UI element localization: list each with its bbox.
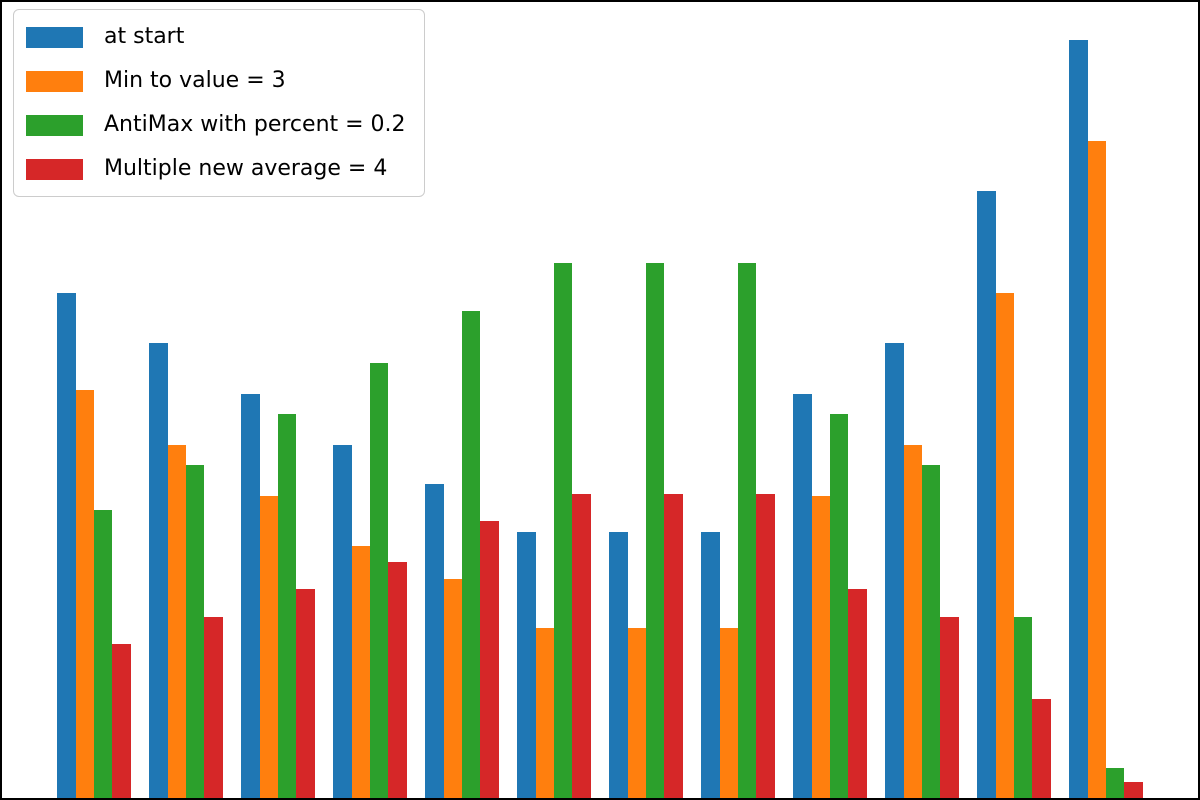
bar-antimax-with-percent-0-2-g7 <box>646 263 665 798</box>
bar-at-start-g7 <box>609 532 628 798</box>
bar-at-start-g1 <box>57 292 76 798</box>
bar-min-to-value-3-g5 <box>443 579 462 798</box>
bar-antimax-with-percent-0-2-g6 <box>554 263 573 798</box>
bar-multiple-new-average-4-g2 <box>204 617 223 798</box>
bar-min-to-value-3-g1 <box>75 390 94 798</box>
bar-min-to-value-3-g4 <box>351 545 370 798</box>
bar-multiple-new-average-4-g6 <box>572 493 591 798</box>
bar-min-to-value-3-g6 <box>535 627 554 798</box>
bar-multiple-new-average-4-g9 <box>848 589 867 798</box>
bar-min-to-value-3-g3 <box>259 495 278 798</box>
bar-min-to-value-3-g9 <box>811 495 830 798</box>
bar-multiple-new-average-4-g4 <box>388 561 407 798</box>
bar-min-to-value-3-g10 <box>903 444 922 798</box>
bar-at-start-g4 <box>333 444 352 798</box>
bar-at-start-g6 <box>517 532 536 798</box>
bar-multiple-new-average-4-g11 <box>1032 699 1051 798</box>
bar-antimax-with-percent-0-2-g1 <box>94 509 113 798</box>
bar-min-to-value-3-g7 <box>627 627 646 798</box>
bar-multiple-new-average-4-g7 <box>664 493 683 798</box>
legend-label: Multiple new average = 4 <box>104 156 388 181</box>
bar-at-start-g2 <box>149 343 168 798</box>
bar-antimax-with-percent-0-2-g10 <box>922 465 941 798</box>
legend-row-min-to-value-3: Min to value = 3 <box>26 59 406 103</box>
bar-at-start-g11 <box>977 191 996 798</box>
legend-row-at-start: at start <box>26 15 406 59</box>
bar-antimax-with-percent-0-2-g2 <box>186 465 205 798</box>
legend-row-antimax-with-percent-0-2: AntiMax with percent = 0.2 <box>26 103 406 147</box>
bar-antimax-with-percent-0-2-g12 <box>1105 767 1125 798</box>
legend-swatch-icon <box>26 114 83 136</box>
bar-at-start-g3 <box>241 394 260 798</box>
legend-label: AntiMax with percent = 0.2 <box>104 112 406 137</box>
bar-multiple-new-average-4-g12 <box>1124 782 1143 798</box>
legend-label: Min to value = 3 <box>104 68 286 93</box>
bar-min-to-value-3-g11 <box>995 292 1014 798</box>
bar-antimax-with-percent-0-2-g9 <box>830 414 849 798</box>
bar-antimax-with-percent-0-2-g3 <box>278 414 297 798</box>
bar-multiple-new-average-4-g5 <box>480 521 499 798</box>
legend-swatch-icon <box>26 70 83 92</box>
bar-multiple-new-average-4-g10 <box>940 617 959 798</box>
bar-antimax-with-percent-0-2-g4 <box>370 363 389 798</box>
bar-min-to-value-3-g2 <box>167 444 186 798</box>
bar-antimax-with-percent-0-2-g8 <box>738 263 757 798</box>
bar-min-to-value-3-g8 <box>719 627 738 798</box>
legend-row-multiple-new-average-4: Multiple new average = 4 <box>26 147 406 191</box>
bar-antimax-with-percent-0-2-g11 <box>1013 616 1033 798</box>
bar-min-to-value-3-g12 <box>1087 141 1106 798</box>
bar-at-start-g5 <box>425 483 444 798</box>
bar-multiple-new-average-4-g3 <box>296 589 315 798</box>
bar-at-start-g12 <box>1069 40 1088 798</box>
bar-at-start-g10 <box>885 343 904 798</box>
legend: at start Min to value = 3 AntiMax with per… <box>13 9 425 197</box>
legend-swatch-icon <box>26 26 83 48</box>
bar-antimax-with-percent-0-2-g5 <box>462 310 481 798</box>
bar-multiple-new-average-4-g8 <box>756 493 775 798</box>
bar-at-start-g8 <box>701 532 720 798</box>
bar-at-start-g9 <box>793 394 812 798</box>
legend-label: at start <box>104 24 185 49</box>
bar-multiple-new-average-4-g1 <box>112 643 131 798</box>
legend-swatch-icon <box>26 158 83 180</box>
